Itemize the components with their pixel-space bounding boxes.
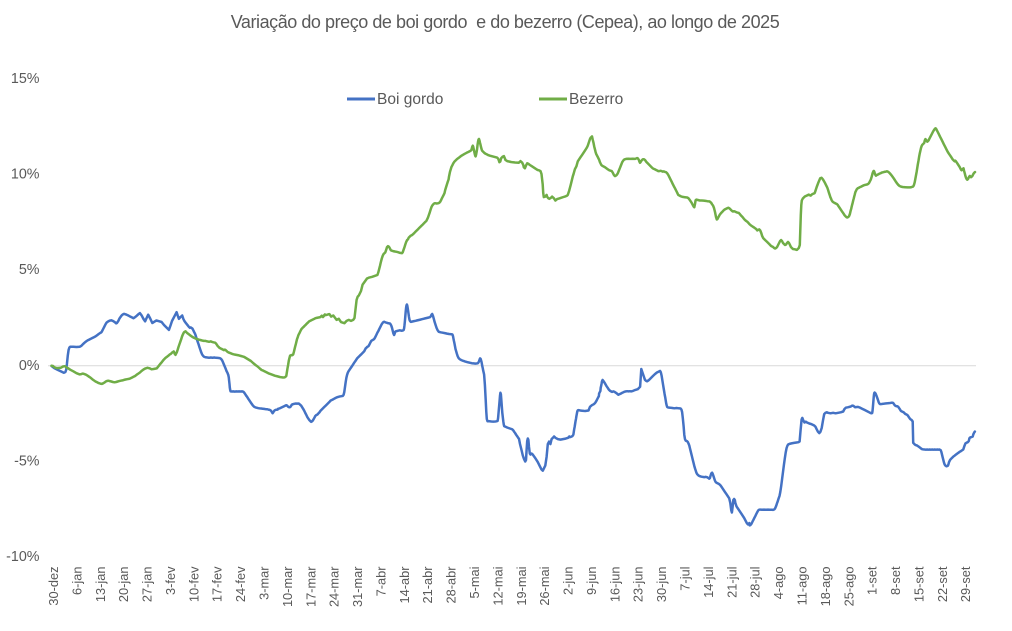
svg-text:3-mar: 3-mar (257, 566, 272, 600)
svg-text:15-set: 15-set (911, 566, 926, 602)
svg-text:5-mai: 5-mai (467, 567, 482, 599)
svg-text:3-fev: 3-fev (163, 566, 178, 595)
svg-text:17-mar: 17-mar (303, 566, 318, 607)
svg-text:28-jul: 28-jul (748, 567, 763, 598)
svg-text:25-ago: 25-ago (841, 567, 856, 607)
svg-text:30-dez: 30-dez (46, 567, 61, 606)
svg-text:29-set: 29-set (958, 566, 973, 602)
svg-text:30-jun: 30-jun (654, 567, 669, 603)
svg-text:18-ago: 18-ago (818, 567, 833, 607)
svg-text:10-mar: 10-mar (280, 566, 295, 607)
svg-text:0%: 0% (19, 358, 40, 374)
svg-text:-10%: -10% (6, 549, 40, 565)
svg-text:10%: 10% (11, 167, 40, 183)
svg-text:22-set: 22-set (935, 566, 950, 602)
svg-text:21-jul: 21-jul (724, 567, 739, 598)
svg-text:8-set: 8-set (888, 566, 903, 595)
svg-text:26-mai: 26-mai (537, 567, 552, 606)
svg-text:19-mai: 19-mai (514, 567, 529, 606)
svg-text:27-jan: 27-jan (140, 567, 155, 603)
svg-text:4-ago: 4-ago (771, 567, 786, 600)
svg-text:1-set: 1-set (865, 566, 880, 595)
svg-text:2-jun: 2-jun (561, 567, 576, 595)
svg-text:20-jan: 20-jan (116, 567, 131, 603)
svg-text:14-jul: 14-jul (701, 567, 716, 598)
svg-text:24-mar: 24-mar (327, 566, 342, 607)
svg-text:Bezerro: Bezerro (569, 91, 623, 108)
svg-text:13-jan: 13-jan (93, 567, 108, 603)
svg-text:Variação do preço de boi gordo: Variação do preço de boi gordo e do beze… (231, 12, 780, 32)
svg-text:17-fev: 17-fev (210, 566, 225, 602)
svg-text:5%: 5% (19, 262, 40, 278)
svg-text:7-abr: 7-abr (374, 566, 389, 597)
svg-text:28-abr: 28-abr (444, 566, 459, 604)
svg-text:6-jan: 6-jan (69, 567, 84, 595)
svg-text:15%: 15% (11, 71, 40, 87)
svg-text:31-mar: 31-mar (350, 566, 365, 607)
svg-text:16-jun: 16-jun (607, 567, 622, 603)
svg-text:14-abr: 14-abr (397, 566, 412, 604)
svg-text:24-fev: 24-fev (233, 566, 248, 602)
svg-text:9-jun: 9-jun (584, 567, 599, 595)
svg-text:11-ago: 11-ago (795, 567, 810, 606)
svg-text:23-jun: 23-jun (631, 567, 646, 603)
svg-text:10-fev: 10-fev (186, 566, 201, 602)
svg-text:7-jul: 7-jul (678, 567, 693, 591)
svg-text:-5%: -5% (14, 453, 40, 469)
svg-text:Boi gordo: Boi gordo (377, 91, 443, 108)
svg-text:21-abr: 21-abr (420, 566, 435, 604)
svg-text:12-mai: 12-mai (490, 567, 505, 606)
